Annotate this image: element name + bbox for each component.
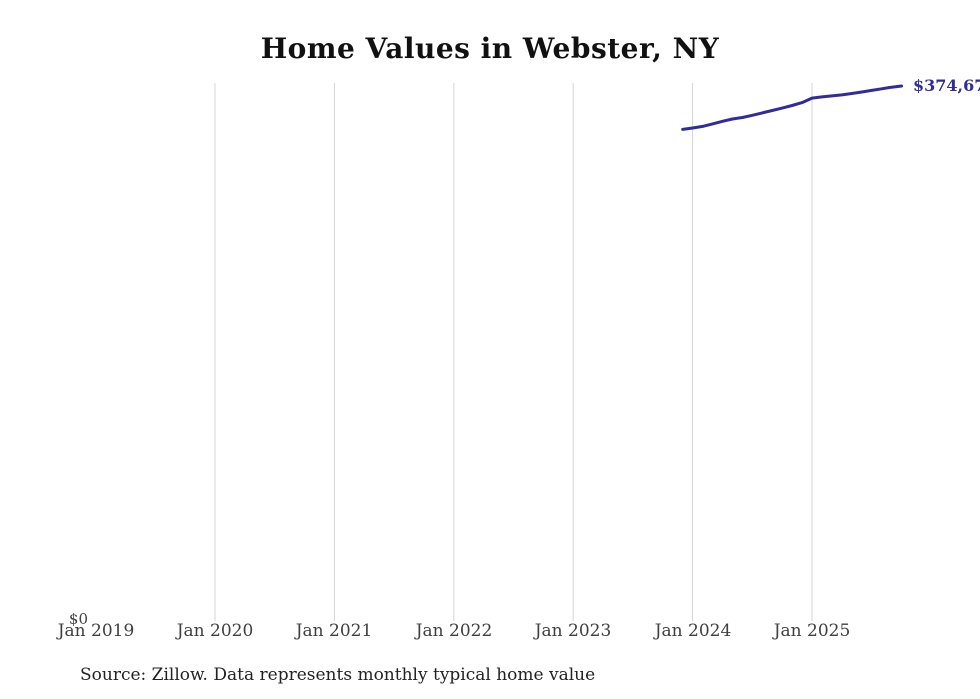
x-tick-label: Jan 2020: [176, 621, 254, 641]
chart-title: Home Values in Webster, NY: [260, 32, 720, 65]
latest-value-label: $374,677: [913, 76, 980, 95]
home-value-line: [681, 84, 904, 131]
x-tick-label: Jan 2022: [415, 621, 493, 641]
x-tick-label: Jan 2019: [57, 621, 135, 641]
x-tick-label: Jan 2021: [295, 621, 373, 641]
x-tick-label: Jan 2023: [534, 621, 612, 641]
x-tick-label: Jan 2025: [773, 621, 851, 641]
source-note: Source: Zillow. Data represents monthly …: [80, 665, 596, 685]
y-axis-zero-label: $0: [68, 610, 88, 628]
gridline-group: [214, 83, 813, 621]
x-tick-label: Jan 2024: [654, 621, 732, 641]
